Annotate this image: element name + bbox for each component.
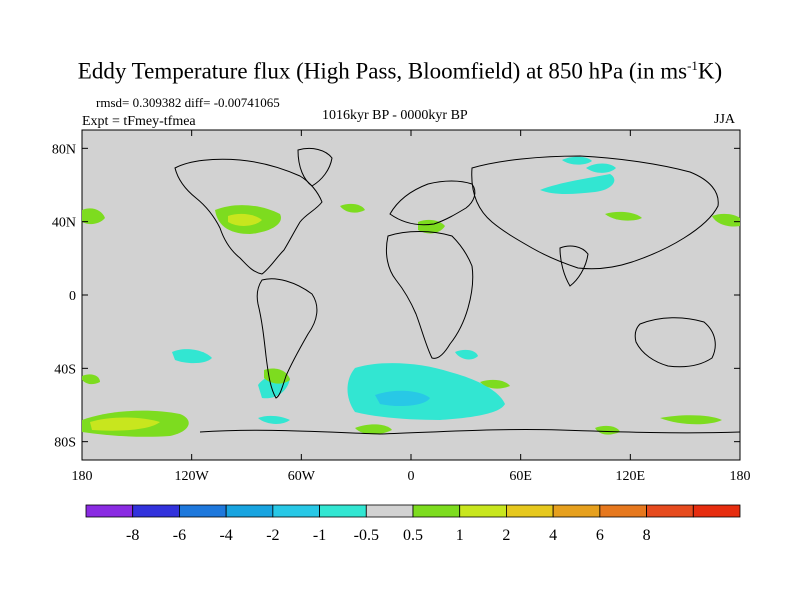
title-end: K) <box>697 58 723 84</box>
colorbar-swatch-7 <box>412 504 461 518</box>
lon-ticks: 180 120W 60W 0 60E 120E 180 <box>72 130 751 484</box>
colorbar-label-0: -8 <box>126 527 139 544</box>
lat-tick-label-3: 40S <box>54 362 76 377</box>
colorbar-label-6: 0.5 <box>403 527 423 544</box>
colorbar-swatch-5 <box>319 504 367 518</box>
anomaly-south-atlantic-core <box>375 390 430 406</box>
anomaly-south-america-positive <box>264 368 290 384</box>
title-superscript: -1 <box>687 58 698 73</box>
period-label: 1016kyr BP - 0000kyr BP <box>322 108 468 123</box>
lat-tick-label-0: 80N <box>52 142 76 157</box>
lon-tick-label-0: 180 <box>72 469 93 484</box>
coastlines <box>174 147 741 435</box>
lat-ticks: 80N 40N 0 40S 80S <box>52 142 740 451</box>
anomaly-south-pacific-core <box>90 417 160 431</box>
colorbar-label-10: 6 <box>596 527 604 544</box>
colorbar-label-5: -0.5 <box>354 527 379 544</box>
anomaly-siberia-north-negative <box>586 163 616 173</box>
anomaly-antarctic-negative <box>258 415 290 424</box>
anomaly-east-atlantic-positive <box>340 203 365 213</box>
colorbar-swatch-9 <box>506 504 554 518</box>
figure-title: Eddy Temperature flux (High Pass, Bloomf… <box>0 58 800 85</box>
anomaly-antarctic-indian-positive <box>595 425 620 435</box>
colorbar-swatch-0 <box>85 504 134 518</box>
lat-tick-label-1: 40N <box>52 216 76 231</box>
colorbar-swatch-3 <box>225 504 274 518</box>
lon-tick-label-2: 60W <box>288 469 316 484</box>
season-label: JJA <box>714 112 736 127</box>
anomaly-southeast-pacific-positive <box>82 374 100 385</box>
colorbar-label-9: 4 <box>549 527 557 544</box>
rmsd-diff-stats: rmsd= 0.309382 diff= -0.00741065 <box>96 95 280 110</box>
coast-south-america <box>256 278 318 399</box>
lon-tick-label-6: 180 <box>730 469 751 484</box>
colorbar-swatch-10 <box>552 504 601 518</box>
coast-india <box>559 245 589 287</box>
colorbar-swatch-11 <box>599 504 647 518</box>
coast-asia <box>471 155 719 270</box>
colorbar-label-2: -4 <box>219 527 232 544</box>
anomaly-siberia-negative <box>540 174 615 194</box>
coast-europe <box>389 180 476 226</box>
coast-north-america <box>174 158 323 275</box>
coast-greenland <box>297 147 333 187</box>
anomaly-indian-ocean-negative <box>455 349 478 360</box>
lon-tick-label-5: 120E <box>616 469 646 484</box>
coast-australia <box>634 317 716 368</box>
anomaly-contours <box>82 156 740 437</box>
lon-tick-label-3: 0 <box>408 469 415 484</box>
colorbar-label-3: -2 <box>266 527 279 544</box>
colorbar-label-11: 8 <box>643 527 651 544</box>
anomaly-southern-ocean-east-positive <box>660 415 722 425</box>
title-main: Eddy Temperature flux (High Pass, Bloomf… <box>77 58 688 84</box>
lon-tick-label-4: 60E <box>509 469 532 484</box>
coast-antarctica <box>199 428 741 435</box>
anomaly-central-asia-positive <box>605 211 642 221</box>
coast-africa <box>385 231 474 359</box>
anomaly-arctic-negative <box>562 156 592 165</box>
colorbar-label-7: 1 <box>456 527 464 544</box>
anomaly-south-atlantic-negative <box>347 363 505 420</box>
colorbar-swatch-6 <box>365 504 414 518</box>
colorbar-swatch-13 <box>692 504 741 518</box>
lon-tick-label-1: 120W <box>175 469 210 484</box>
colorbar-label-1: -6 <box>173 527 186 544</box>
lat-tick-label-4: 80S <box>54 436 76 451</box>
experiment-label: Expt = tFmey-tfmea <box>82 114 196 129</box>
colorbar-label-4: -1 <box>313 527 326 544</box>
anomaly-antarctic-atlantic-positive <box>355 424 392 435</box>
anomaly-southern-indian-positive <box>480 379 510 389</box>
anomaly-north-america-core <box>228 213 262 226</box>
colorbar-label-8: 2 <box>502 527 510 544</box>
anomaly-south-pacific-negative <box>172 349 212 364</box>
colorbar-swatch-2 <box>179 504 227 518</box>
colorbar-swatch-1 <box>132 504 180 518</box>
colorbar-swatch-12 <box>646 504 694 518</box>
anomaly-mediterranean-positive <box>418 219 445 234</box>
colorbar: -8 -6 -4 -2 -1 -0.5 0.5 1 2 4 6 8 <box>85 504 741 544</box>
anomaly-north-pacific-east-positive <box>712 213 740 227</box>
colorbar-swatch-8 <box>459 504 507 518</box>
lat-tick-label-2: 0 <box>69 289 76 304</box>
colorbar-swatch-4 <box>272 504 320 518</box>
anomaly-north-pacific-positive <box>82 208 105 225</box>
